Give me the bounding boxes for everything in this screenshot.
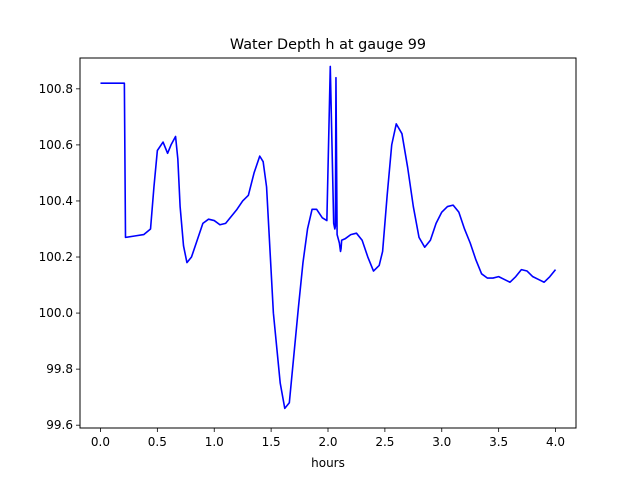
x-tick-label: 1.0 [205,435,224,449]
series-line-0 [100,65,557,410]
x-tick-label: 2.5 [375,435,394,449]
y-tick-label: 99.8 [46,362,73,376]
x-tick-label: 2.0 [318,435,337,449]
y-tick-label: 100.6 [39,138,73,152]
y-tick-label: 100.8 [39,82,73,96]
y-tick-label: 99.6 [46,418,73,432]
x-axis-label: hours [311,456,345,470]
y-tick-label: 100.2 [39,250,73,264]
x-tick-label: 3.5 [489,435,508,449]
y-tick-label: 100.0 [39,306,73,320]
x-tick-label: 3.0 [432,435,451,449]
plot-frame [79,57,577,429]
x-tick-label: 1.5 [262,435,281,449]
x-tick-label: 0.5 [148,435,167,449]
plot-area [100,65,557,410]
x-tick-label: 0.0 [91,435,110,449]
y-tick-label: 100.4 [39,194,73,208]
chart-title: Water Depth h at gauge 99 [230,37,426,53]
y-axis: 99.6 99.8 100.0 100.2 100.4 100.6 100.8 [39,82,80,432]
x-tick-label: 4.0 [546,435,565,449]
x-axis: 0.0 0.5 1.0 1.5 2.0 2.5 3.0 3.5 4.0 [91,428,565,449]
